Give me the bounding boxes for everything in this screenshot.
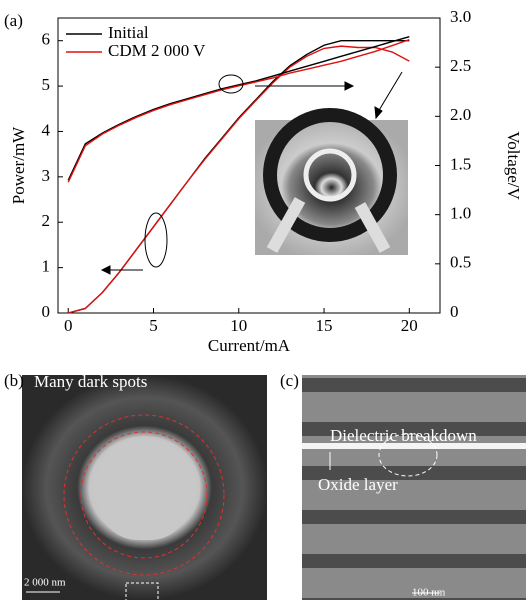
y2-tick-label: 2.5 — [450, 56, 471, 75]
x-tick-label: 20 — [401, 316, 418, 335]
y-tick-label: 2 — [42, 211, 51, 230]
y-tick-label: 3 — [42, 166, 51, 185]
x-tick-label: 0 — [64, 316, 73, 335]
panel-label: (c) — [280, 371, 299, 390]
y2-tick-label: 0 — [450, 302, 459, 321]
scale-bar: 100 nm — [412, 587, 446, 599]
y2-tick-label: 0.5 — [450, 253, 471, 272]
y-tick-label: 5 — [42, 75, 51, 94]
inset-photo — [255, 115, 408, 255]
caption: Dielectric breakdown — [330, 426, 477, 445]
sem-image-b — [22, 375, 267, 600]
x-tick-label: 15 — [316, 316, 333, 335]
y-tick-label: 4 — [42, 120, 51, 139]
panel-label: (b) — [4, 371, 24, 390]
y-tick-label: 6 — [42, 30, 51, 49]
x-tick-label: 10 — [230, 316, 247, 335]
y2-tick-label: 1.0 — [450, 204, 471, 223]
y2-tick-label: 3.0 — [450, 7, 471, 26]
caption: Many dark spots — [34, 372, 147, 391]
x-axis-label: Current/mA — [208, 336, 291, 355]
y2-axis-label: Voltage/V — [504, 131, 523, 200]
y-tick-label: 1 — [42, 257, 51, 276]
panel-label: (a) — [4, 11, 23, 30]
note: Oxide layer — [318, 475, 398, 494]
x-tick-label: 5 — [149, 316, 158, 335]
y2-tick-label: 2.0 — [450, 105, 471, 124]
figure: (a) 0 5 10 15 20 0 1 2 3 4 5 6 0 0.5 1.0 1.5 2.0 2.5 3.0 Cur… — [0, 0, 526, 600]
y-tick-label: 0 — [42, 302, 51, 321]
y-axis-label: Power/mW — [9, 126, 28, 204]
y2-tick-label: 1.5 — [450, 154, 471, 173]
legend-entry: Initial — [108, 23, 149, 42]
legend-entry: CDM 2 000 V — [108, 41, 206, 60]
scale-bar: 2 000 nm — [24, 577, 66, 589]
